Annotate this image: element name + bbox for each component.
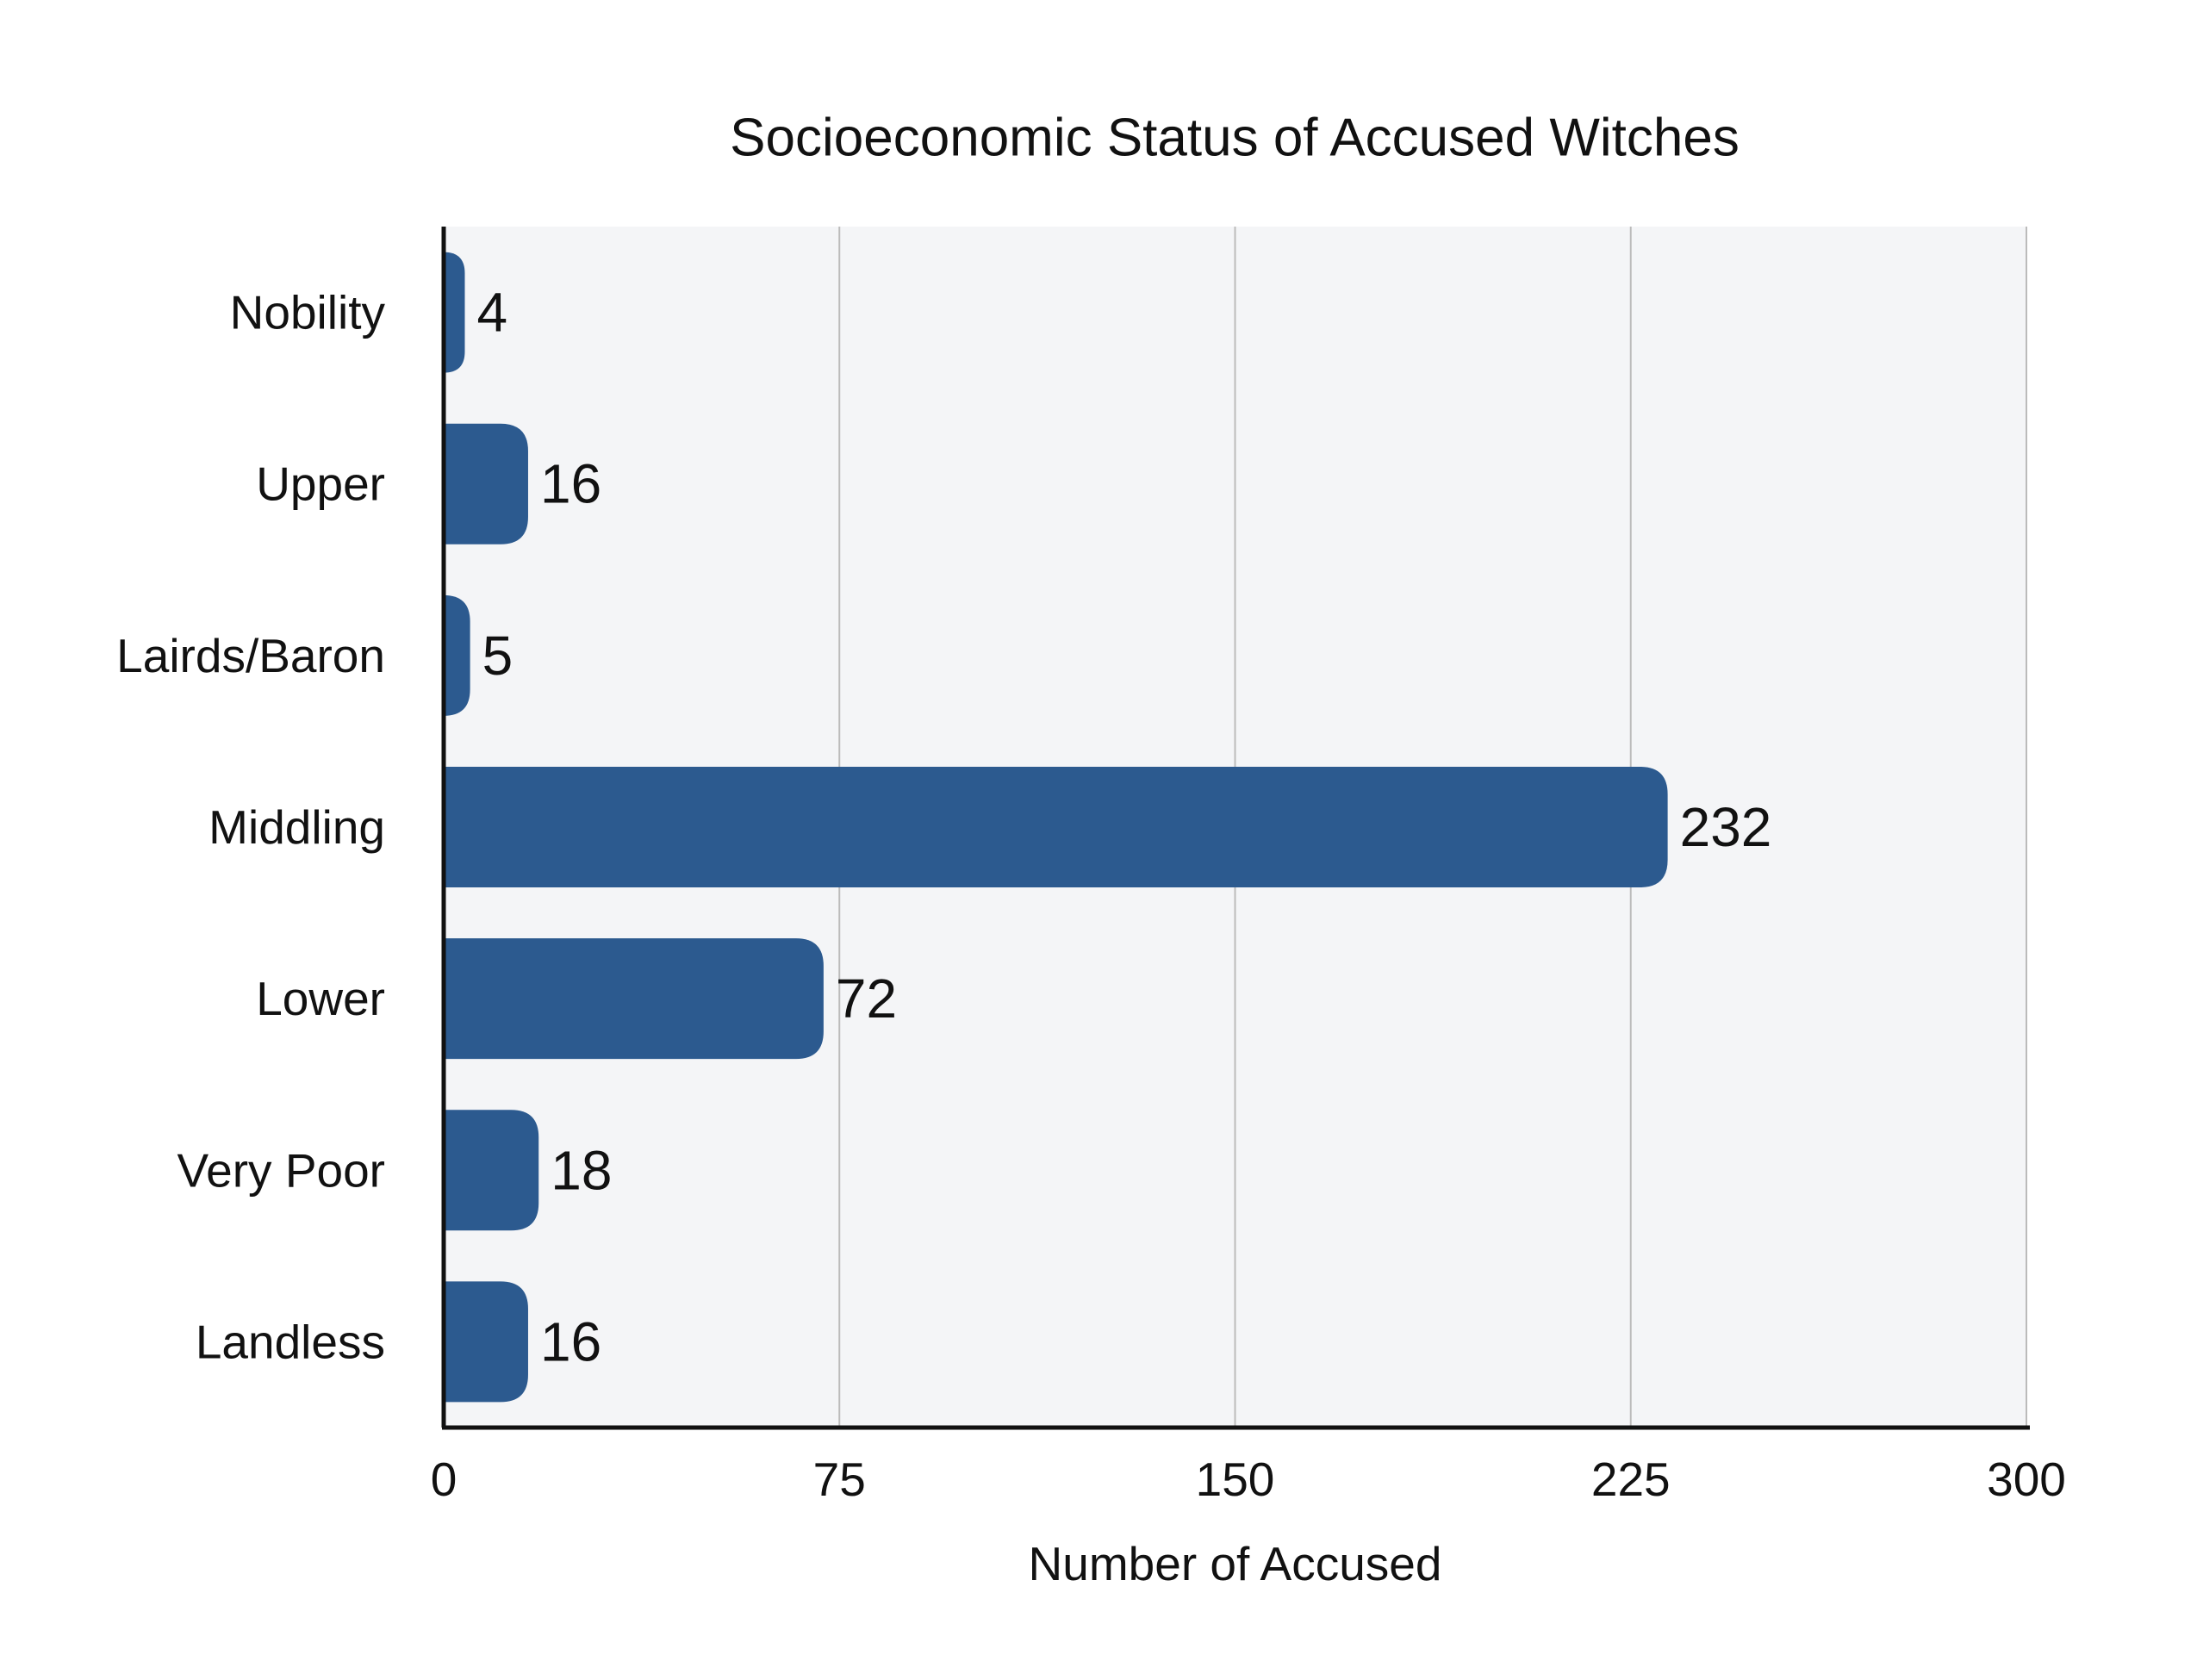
bar-middling: [444, 767, 1668, 887]
data-label-lower: 72: [836, 968, 897, 1030]
data-label-upper: 16: [540, 453, 601, 515]
category-label-lower: Lower: [256, 972, 385, 1025]
category-label-very-poor: Very Poor: [177, 1143, 385, 1197]
data-label-middling: 232: [1680, 796, 1772, 858]
bars: [444, 252, 1668, 1403]
labels: 4 Nobility 16 Upper 5 Lairds/Baron 232 Middling…: [116, 282, 2066, 1506]
category-label-upper: Upper: [256, 457, 385, 511]
axes: [441, 227, 2030, 1430]
category-label-lairds-baron: Lairds/Baron: [116, 629, 385, 682]
x-tick-label-0: 0: [431, 1453, 457, 1506]
bar-nobility: [444, 252, 465, 373]
x-tick-label-300: 300: [1987, 1453, 2066, 1506]
bar-upper: [444, 423, 528, 544]
data-label-landless: 16: [540, 1310, 601, 1372]
bar-lower: [444, 938, 824, 1060]
x-tick-label-150: 150: [1196, 1453, 1275, 1506]
category-label-nobility: Nobility: [230, 286, 386, 339]
bar-very-poor: [444, 1110, 539, 1231]
category-label-landless: Landless: [196, 1315, 385, 1368]
data-label-lairds-baron: 5: [482, 625, 513, 687]
bar-lairds-baron: [444, 594, 470, 716]
x-tick-label-75: 75: [813, 1453, 866, 1506]
x-tick-label-225: 225: [1591, 1453, 1671, 1506]
data-label-nobility: 4: [476, 282, 507, 344]
bar-landless: [444, 1281, 528, 1403]
chart-title: Socioeconomic Status of Accused Witches: [730, 109, 1740, 168]
category-label-middling: Middling: [208, 800, 385, 854]
x-axis-title: Number of Accused: [1029, 1537, 1442, 1590]
data-label-very-poor: 18: [551, 1139, 612, 1201]
